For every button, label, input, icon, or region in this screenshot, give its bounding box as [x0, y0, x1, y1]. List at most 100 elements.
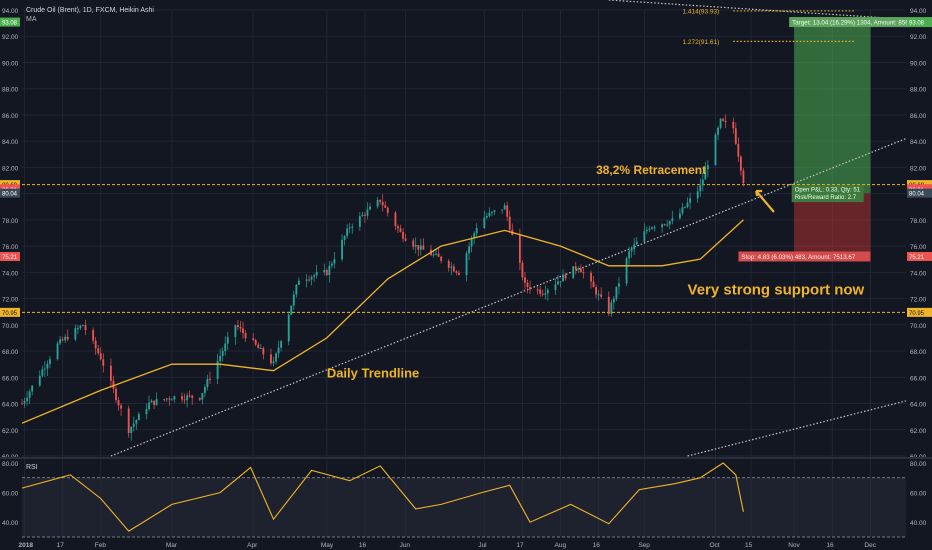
y-tick-label-left: 88.00	[2, 87, 19, 94]
candle-body	[628, 251, 631, 259]
annotation-text: 38,2% Retracement	[596, 163, 706, 177]
candle-body	[470, 238, 473, 247]
candle-body	[435, 253, 437, 255]
candle-body	[239, 327, 242, 329]
y-tick-label: 76.00	[910, 244, 927, 251]
candle-body	[270, 354, 272, 364]
x-tick-label: 16	[359, 542, 367, 549]
target-label: Target: 13.04 (16.29%) 1304, Amount: 856…	[792, 20, 921, 27]
candle-body	[262, 348, 265, 355]
candle-body	[117, 400, 120, 406]
candle-body	[518, 234, 521, 263]
daily-trendline	[110, 137, 907, 457]
candle-body	[455, 271, 458, 273]
candle-body	[597, 294, 600, 296]
candle-body	[348, 227, 351, 229]
candle-body	[661, 224, 664, 228]
candle-body	[186, 395, 189, 401]
candle-body	[173, 396, 176, 400]
x-tick-label: Feb	[95, 542, 107, 549]
candle-body	[681, 207, 684, 214]
candle-body	[328, 265, 331, 276]
candle-body	[221, 351, 224, 357]
candle-body	[717, 127, 719, 135]
candle-body	[714, 134, 717, 166]
candle-body	[209, 378, 211, 380]
candle-body	[97, 348, 100, 354]
candle-body	[458, 272, 460, 275]
candle-body	[234, 325, 237, 338]
indicator-label: MA	[26, 16, 37, 23]
candle-body	[259, 348, 262, 350]
candle-body	[579, 268, 582, 273]
candle-body	[699, 185, 702, 192]
y-tick-label: 70.00	[910, 323, 927, 330]
price-axis-label-left: 80.04	[2, 192, 18, 198]
candle-body	[686, 202, 689, 207]
candle-body	[168, 398, 171, 400]
candle-body	[74, 328, 77, 340]
candle-body	[590, 272, 592, 282]
price-axis-label-box	[907, 251, 932, 261]
candle-body	[592, 281, 595, 288]
candle-body	[343, 236, 346, 240]
candle-body	[381, 201, 384, 206]
fib-level-label: 1.272(91.61)	[682, 39, 719, 46]
candle-body	[64, 336, 67, 341]
candle-body	[325, 270, 328, 276]
candle-body	[313, 275, 316, 277]
candle-body	[508, 216, 511, 230]
y-tick-label: 74.00	[910, 270, 927, 277]
candle-body	[323, 270, 326, 273]
candle-body	[607, 296, 610, 314]
candle-body	[358, 216, 361, 227]
candle-body	[84, 325, 87, 331]
candle-body	[277, 347, 280, 354]
candle-body	[739, 156, 742, 171]
candle-body	[625, 258, 628, 284]
candle-body	[414, 244, 417, 247]
y-tick-label: 62.00	[910, 428, 927, 435]
price-axis-label-box-left	[0, 188, 20, 198]
candle-body	[734, 128, 737, 144]
candle-body	[145, 409, 148, 415]
y-tick-label-left: 66.00	[2, 375, 19, 382]
price-axis-label-left: 70.95	[2, 311, 18, 317]
candle-body	[257, 344, 260, 349]
candle-body	[666, 224, 669, 226]
candle-body	[102, 359, 105, 366]
candle-body	[541, 293, 544, 295]
x-tick-label: Apr	[247, 542, 258, 549]
candle-body	[440, 256, 443, 261]
candle-body	[79, 325, 82, 329]
candle-body	[216, 360, 219, 379]
candle-body	[226, 337, 229, 344]
y-tick-label-left: 82.00	[2, 165, 19, 172]
candle-body	[305, 279, 308, 281]
y-tick-label: 84.00	[910, 139, 927, 146]
y-tick-label-left: 70.00	[2, 323, 19, 330]
y-tick-label-left: 62.00	[2, 428, 19, 435]
candle-body	[595, 287, 598, 295]
candle-body	[524, 277, 526, 283]
lower-trendline	[687, 400, 907, 457]
y-tick-label: 66.00	[910, 375, 927, 382]
candle-body	[493, 210, 496, 212]
y-tick-label-left: 76.00	[2, 244, 19, 251]
candle-body	[572, 266, 575, 279]
x-tick-label: 15	[745, 542, 753, 549]
candle-body	[297, 280, 300, 285]
candle-body	[252, 338, 255, 340]
candle-body	[92, 330, 95, 341]
price-axis-label: 93.08	[909, 21, 925, 27]
price-axis-label-box	[907, 17, 932, 27]
candle-body	[491, 211, 493, 213]
candle-body	[684, 206, 686, 208]
candle-body	[732, 121, 735, 129]
candle-body	[701, 179, 704, 186]
x-tick-label: May	[321, 542, 334, 549]
x-tick-label: Mar	[166, 542, 178, 549]
y-tick-label: 72.00	[910, 297, 927, 304]
x-tick-label: 16	[826, 542, 834, 549]
